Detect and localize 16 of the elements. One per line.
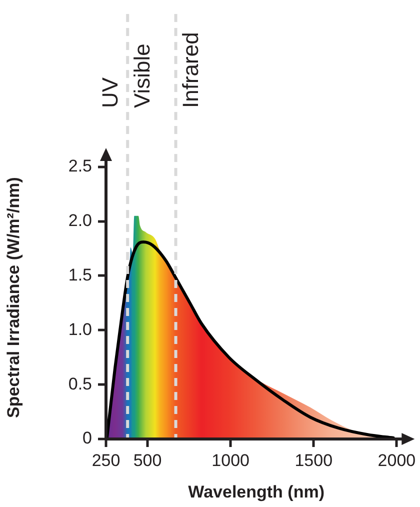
y-tick-label: 2.5 — [68, 156, 92, 176]
x-axis-title: Wavelength (nm) — [188, 482, 324, 502]
y-tick-label: 0 — [82, 428, 92, 448]
x-tick-label: 1500 — [294, 450, 333, 470]
y-tick-label: 0.5 — [68, 374, 92, 394]
text: Infrared — [178, 32, 203, 108]
y-tick-label: 1.5 — [68, 265, 92, 284]
x-tick-label: 500 — [133, 450, 162, 470]
x-tick-label: 250 — [92, 450, 120, 470]
y-tick-label: 2.0 — [68, 210, 92, 230]
y-tick-label: 1.0 — [68, 320, 92, 339]
x-tick-label: 2000 — [378, 450, 416, 470]
x-tick-label: 1000 — [212, 450, 250, 470]
text: Visible — [130, 44, 155, 108]
text: UV — [98, 77, 123, 108]
y-axis-title: Spectral Irradiance (W/m²/nm) — [4, 177, 23, 418]
